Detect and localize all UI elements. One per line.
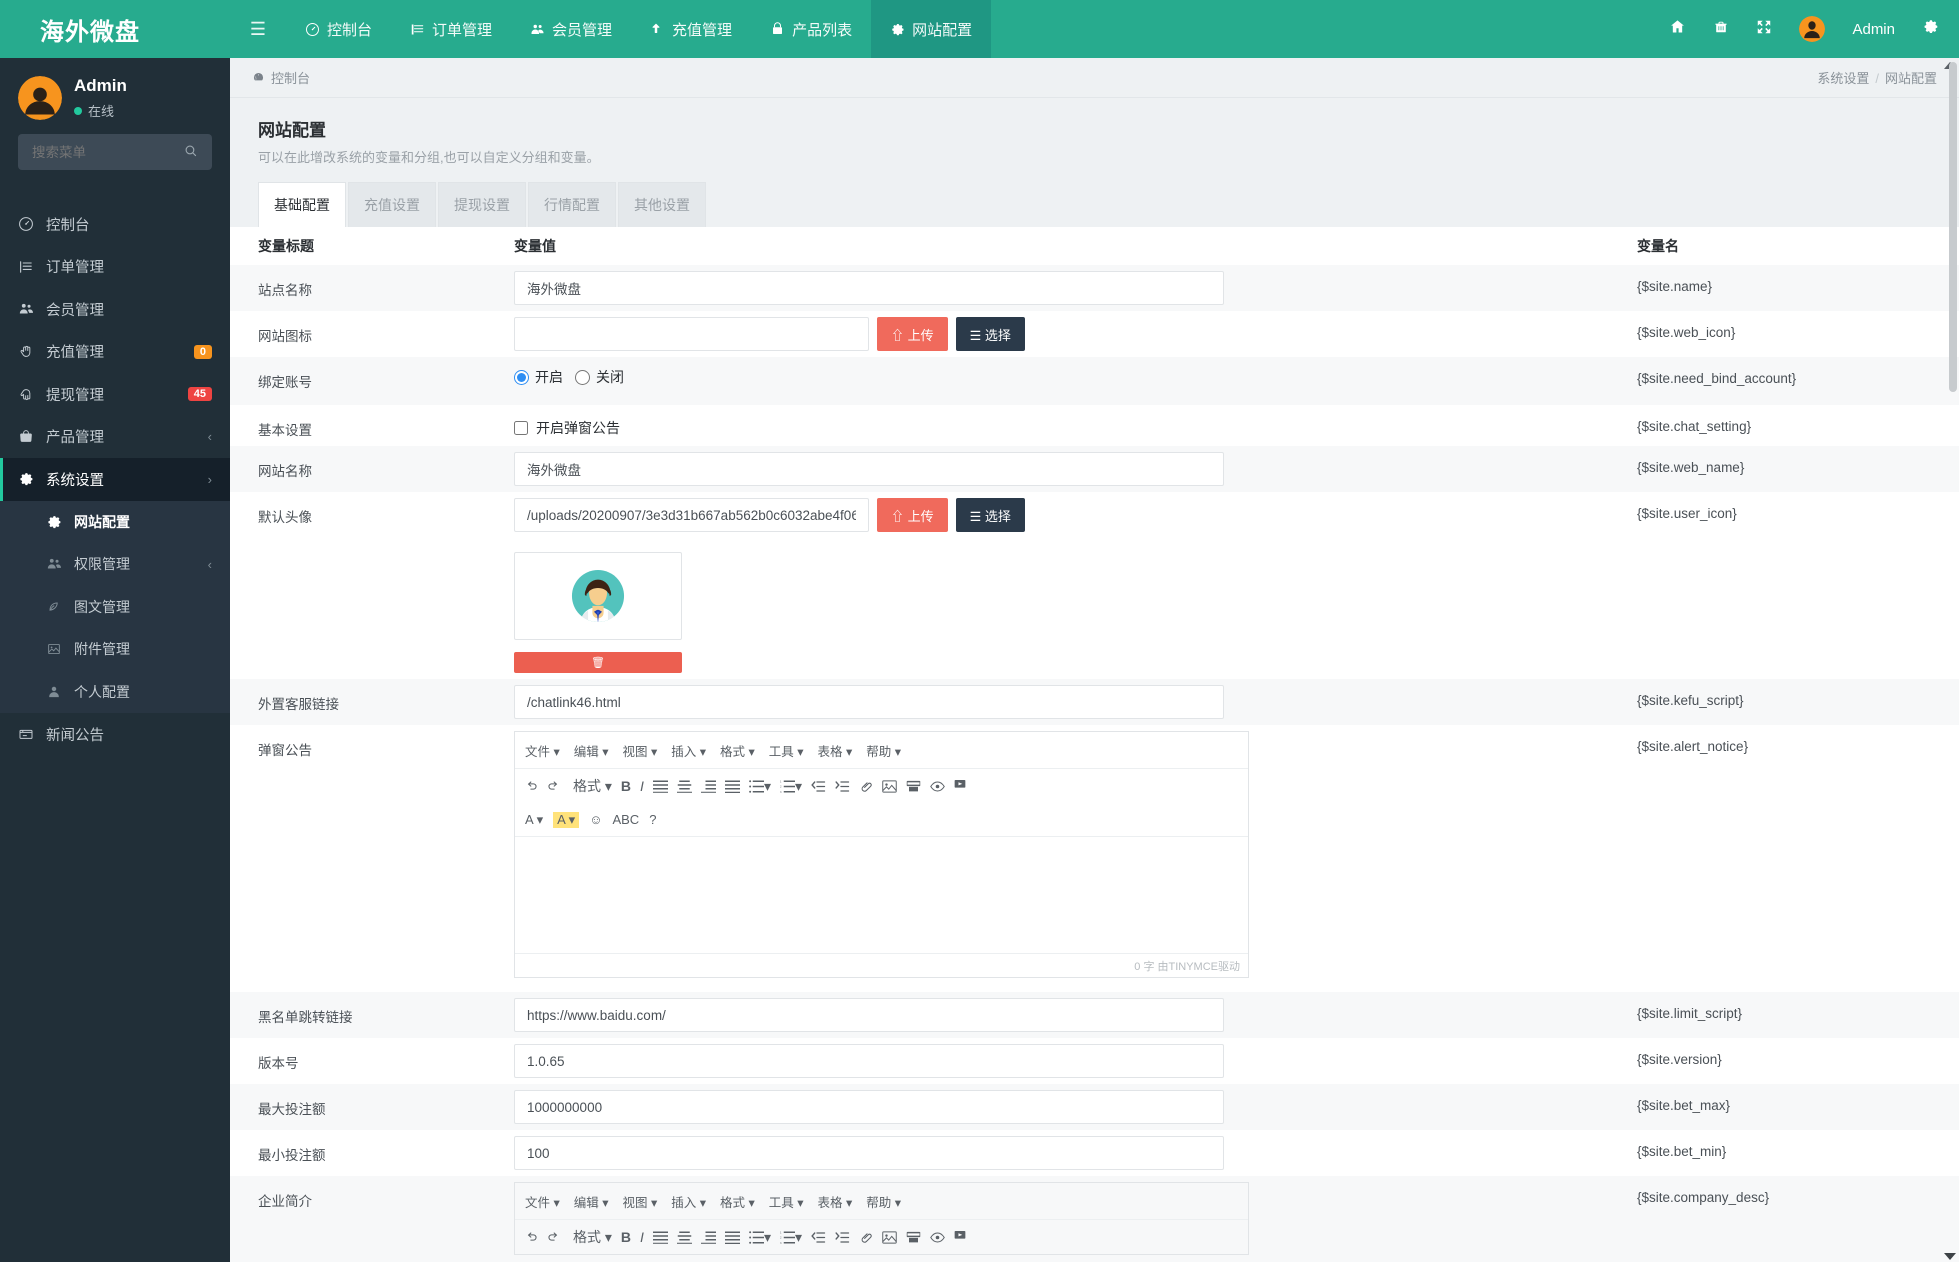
svg-text:2: 2	[780, 784, 782, 788]
svg-text:3: 3	[780, 789, 782, 792]
svg-text:1: 1	[780, 780, 782, 783]
svg-text:3: 3	[780, 1240, 782, 1243]
svg-text:2: 2	[780, 1235, 782, 1239]
svg-text:1: 1	[780, 1231, 782, 1234]
